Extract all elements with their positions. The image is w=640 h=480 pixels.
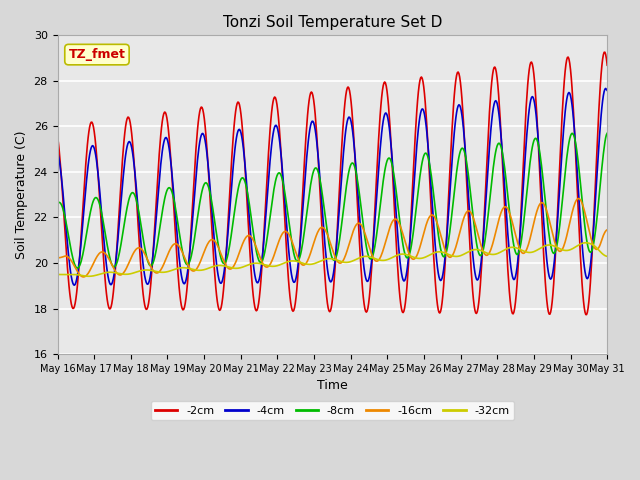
-32cm bbox=[177, 265, 184, 271]
-32cm bbox=[63, 272, 71, 277]
-16cm bbox=[206, 238, 214, 244]
-32cm bbox=[121, 271, 129, 277]
-32cm bbox=[604, 253, 611, 259]
-16cm bbox=[400, 234, 408, 240]
-2cm bbox=[604, 62, 611, 68]
-4cm bbox=[416, 114, 424, 120]
-8cm bbox=[74, 265, 81, 271]
-2cm bbox=[63, 265, 71, 271]
-16cm bbox=[416, 244, 424, 250]
-4cm bbox=[206, 180, 214, 185]
Line: -4cm: -4cm bbox=[58, 88, 607, 285]
-32cm bbox=[416, 255, 424, 261]
-4cm bbox=[63, 241, 71, 247]
-8cm bbox=[206, 188, 214, 194]
-16cm bbox=[574, 196, 582, 202]
-4cm bbox=[121, 159, 129, 165]
-8cm bbox=[121, 218, 129, 224]
-2cm bbox=[176, 292, 184, 298]
Text: TZ_fmet: TZ_fmet bbox=[68, 48, 125, 61]
-8cm bbox=[400, 247, 408, 252]
-2cm bbox=[415, 83, 423, 88]
Line: -2cm: -2cm bbox=[58, 52, 607, 314]
-4cm bbox=[400, 278, 408, 284]
-32cm bbox=[400, 251, 408, 257]
Line: -8cm: -8cm bbox=[58, 133, 607, 268]
-2cm bbox=[120, 137, 128, 143]
-2cm bbox=[54, 136, 61, 142]
-16cm bbox=[80, 274, 88, 280]
-8cm bbox=[54, 199, 61, 205]
-4cm bbox=[70, 282, 78, 288]
-2cm bbox=[205, 176, 212, 181]
-4cm bbox=[54, 150, 61, 156]
-4cm bbox=[604, 87, 611, 93]
Legend: -2cm, -4cm, -8cm, -16cm, -32cm: -2cm, -4cm, -8cm, -16cm, -32cm bbox=[150, 401, 514, 420]
-2cm bbox=[582, 312, 590, 317]
-16cm bbox=[63, 253, 71, 259]
-16cm bbox=[177, 246, 184, 252]
-16cm bbox=[604, 227, 611, 233]
X-axis label: Time: Time bbox=[317, 379, 348, 392]
-8cm bbox=[177, 238, 184, 244]
Line: -32cm: -32cm bbox=[58, 243, 607, 276]
-8cm bbox=[604, 131, 611, 136]
Y-axis label: Soil Temperature (C): Soil Temperature (C) bbox=[15, 131, 28, 259]
-2cm bbox=[601, 49, 609, 55]
-16cm bbox=[54, 255, 61, 261]
-32cm bbox=[54, 272, 61, 277]
-32cm bbox=[85, 274, 93, 279]
-8cm bbox=[63, 227, 71, 233]
Title: Tonzi Soil Temperature Set D: Tonzi Soil Temperature Set D bbox=[223, 15, 442, 30]
-4cm bbox=[602, 85, 609, 91]
-32cm bbox=[206, 265, 214, 271]
-16cm bbox=[121, 268, 129, 274]
-2cm bbox=[399, 310, 407, 315]
-8cm bbox=[416, 174, 424, 180]
-32cm bbox=[582, 240, 589, 246]
Line: -16cm: -16cm bbox=[58, 199, 607, 277]
-4cm bbox=[177, 267, 184, 273]
